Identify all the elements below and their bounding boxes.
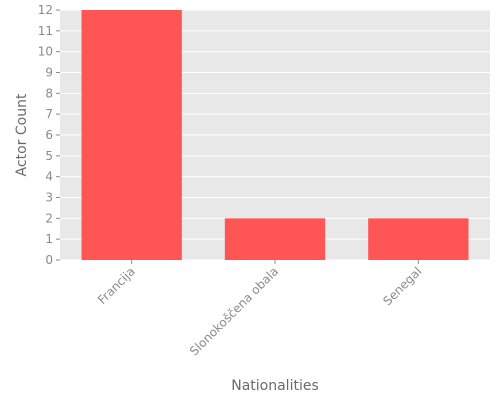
y-tick-label: 10: [38, 45, 53, 59]
x-axis-ticks: Francija Slonokoščena obala Senegal: [95, 260, 424, 358]
y-tick-label: 11: [38, 24, 53, 38]
y-tick-label: 0: [45, 253, 53, 267]
y-tick-label: 3: [45, 191, 53, 205]
y-tick-label: 6: [45, 128, 53, 142]
x-tick-label: Slonokoščena obala: [187, 264, 281, 358]
y-tick-label: 2: [45, 211, 53, 225]
y-tick-label: 9: [45, 66, 53, 80]
x-axis-title: Nationalities: [231, 378, 319, 394]
y-tick-label: 12: [38, 3, 53, 17]
y-tick-label: 4: [45, 170, 53, 184]
bar-1: [81, 10, 182, 260]
bar-3: [368, 218, 469, 260]
y-axis-title: Actor Count: [14, 93, 30, 176]
x-tick-label: Senegal: [380, 264, 424, 308]
x-tick-label: Francija: [95, 264, 138, 307]
bars: [81, 10, 469, 260]
y-tick-label: 1: [45, 232, 53, 246]
bar-2: [224, 218, 326, 260]
y-tick-label: 5: [45, 149, 53, 163]
y-tick-label: 8: [45, 86, 53, 100]
y-tick-label: 7: [45, 107, 53, 121]
